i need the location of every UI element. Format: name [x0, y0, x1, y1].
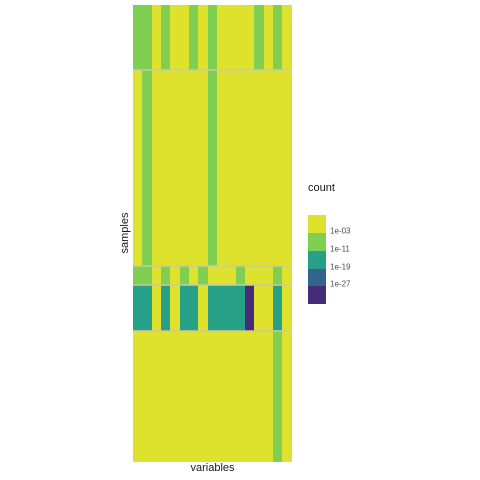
- legend-swatch: [308, 286, 326, 304]
- legend-label: 1e-19: [330, 263, 350, 272]
- heatmap-cell: [282, 266, 292, 285]
- legend-colorbar: 1e-03 1e-11 1e-19 1e-27: [308, 199, 368, 288]
- legend-swatch: [308, 233, 326, 251]
- heatmap-cell: [189, 266, 198, 285]
- heatmap-cell: [254, 5, 264, 70]
- heatmap-cell: [198, 5, 208, 70]
- legend-swatch: [308, 269, 326, 286]
- heatmap-cell: [245, 266, 273, 285]
- y-axis-title: samples: [119, 213, 131, 254]
- heatmap-cell: [198, 285, 208, 331]
- heatmap-cell: [170, 266, 180, 285]
- legend-title: count: [308, 182, 368, 194]
- heatmap-cell: [170, 5, 189, 70]
- heatmap-cell: [152, 70, 208, 266]
- heatmap-cell: [133, 285, 152, 331]
- heatmap-cell: [273, 266, 282, 285]
- heatmap-cell: [264, 5, 273, 70]
- heatmap-cell: [152, 285, 161, 331]
- heatmap-cell: [273, 285, 282, 331]
- heatmap-cell: [208, 5, 217, 70]
- heatmap-cell: [208, 285, 245, 331]
- heatmap-cell: [217, 70, 292, 266]
- heatmap-cell: [245, 285, 254, 331]
- legend-label: 1e-27: [330, 280, 350, 289]
- heatmap-cell: [133, 5, 152, 70]
- heatmap-cell: [273, 5, 282, 70]
- heatmap-cell: [161, 266, 170, 285]
- legend: count 1e-03 1e-11 1e-19 1e-27: [308, 182, 368, 288]
- heatmap-cell: [282, 285, 292, 331]
- x-axis-title: variables: [133, 462, 292, 474]
- heatmap-cell: [282, 5, 292, 70]
- heatmap-cell: [208, 70, 217, 266]
- legend-swatch: [308, 251, 326, 269]
- heatmap-cell: [152, 5, 161, 70]
- heatmap-cell: [142, 70, 152, 266]
- heatmap-cell: [236, 266, 245, 285]
- heatmap-cell: [180, 285, 198, 331]
- heatmap-cell: [217, 5, 254, 70]
- legend-label: 1e-03: [330, 227, 350, 236]
- heatmap-cell: [189, 5, 198, 70]
- heatmap-cell: [170, 285, 180, 331]
- heatmap-cell: [133, 266, 152, 285]
- legend-label: 1e-11: [330, 245, 350, 254]
- heatmap-cell: [208, 266, 236, 285]
- heatmap-cell: [161, 5, 170, 70]
- heatmap-cell: [133, 331, 273, 462]
- heatmap-cell: [282, 331, 292, 462]
- heatmap-cell: [198, 266, 208, 285]
- heatmap-cell: [254, 285, 273, 331]
- heatmap-cell: [180, 266, 189, 285]
- heatmap-cell: [152, 266, 161, 285]
- heatmap-cell: [273, 331, 282, 462]
- legend-swatch: [308, 215, 326, 233]
- heatmap-cell: [133, 70, 142, 266]
- heatmap-cell: [161, 285, 170, 331]
